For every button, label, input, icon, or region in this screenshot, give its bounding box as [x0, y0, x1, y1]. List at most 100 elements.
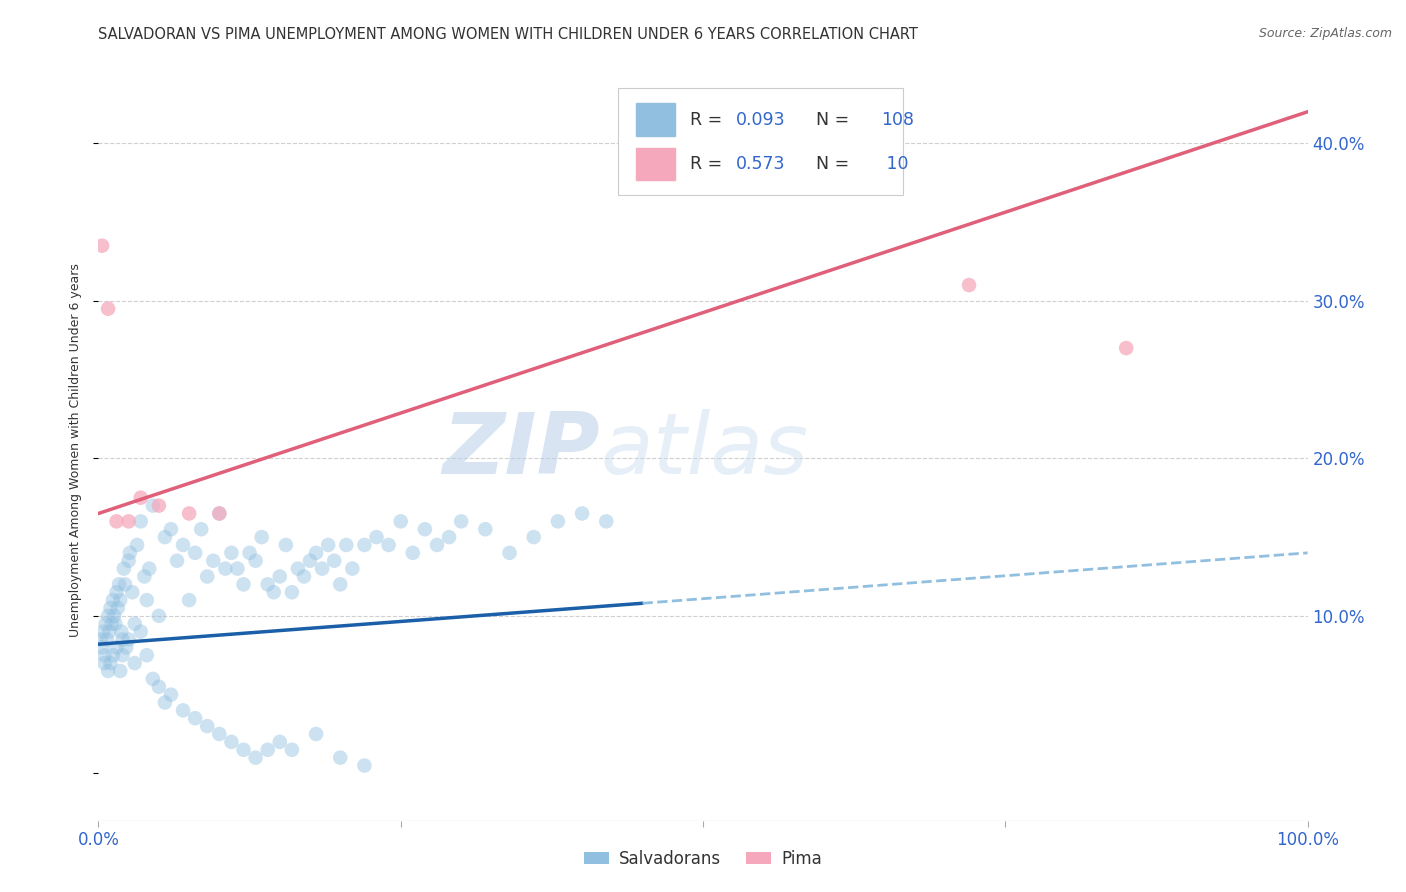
- Point: [104, 616, 127, 631]
- Point: [138, 561, 160, 575]
- Point: [256, 577, 278, 591]
- Point: [101, 593, 124, 607]
- Point: [329, 750, 352, 764]
- Point: [299, 554, 322, 568]
- Point: [595, 514, 617, 528]
- Point: [96, 632, 118, 647]
- Point: [195, 719, 218, 733]
- Point: [91, 640, 114, 655]
- Point: [129, 514, 152, 528]
- Point: [97, 664, 120, 678]
- Point: [124, 616, 146, 631]
- Point: [111, 648, 134, 663]
- Text: 0.573: 0.573: [735, 155, 785, 173]
- Point: [342, 561, 364, 575]
- Point: [91, 238, 114, 252]
- Point: [269, 735, 291, 749]
- Text: atlas: atlas: [600, 409, 808, 492]
- Point: [256, 743, 278, 757]
- Point: [135, 648, 157, 663]
- Point: [108, 664, 131, 678]
- Point: [263, 585, 285, 599]
- Point: [110, 624, 132, 639]
- Point: [389, 514, 412, 528]
- Text: R =: R =: [690, 111, 727, 128]
- Point: [93, 656, 115, 670]
- Point: [100, 656, 122, 670]
- Point: [100, 616, 122, 631]
- Point: [323, 554, 346, 568]
- Point: [100, 601, 122, 615]
- Point: [287, 561, 309, 575]
- Point: [103, 608, 125, 623]
- Point: [107, 601, 129, 615]
- Point: [148, 499, 170, 513]
- Point: [250, 530, 273, 544]
- Point: [97, 608, 120, 623]
- Point: [195, 569, 218, 583]
- Point: [208, 507, 231, 521]
- Point: [202, 554, 225, 568]
- Point: [179, 507, 201, 521]
- Point: [281, 585, 304, 599]
- Point: [118, 554, 141, 568]
- Point: [239, 546, 262, 560]
- Legend: Salvadorans, Pima: Salvadorans, Pima: [578, 844, 828, 875]
- Point: [245, 750, 267, 764]
- Point: [305, 546, 328, 560]
- Point: [413, 522, 436, 536]
- Point: [245, 554, 267, 568]
- Point: [121, 585, 143, 599]
- Point: [305, 727, 328, 741]
- Point: [118, 632, 141, 647]
- Point: [184, 546, 207, 560]
- Point: [134, 569, 156, 583]
- Point: [129, 491, 152, 505]
- Text: ZIP: ZIP: [443, 409, 600, 492]
- Point: [129, 624, 152, 639]
- Point: [135, 593, 157, 607]
- Point: [115, 640, 138, 655]
- Y-axis label: Unemployment Among Women with Children Under 6 years: Unemployment Among Women with Children U…: [69, 263, 83, 638]
- Point: [547, 514, 569, 528]
- Point: [1115, 341, 1137, 355]
- Point: [269, 569, 291, 583]
- Point: [957, 278, 980, 293]
- Point: [353, 758, 375, 772]
- Point: [124, 656, 146, 670]
- Point: [153, 530, 176, 544]
- Point: [114, 577, 136, 591]
- Point: [118, 546, 141, 560]
- Point: [94, 616, 117, 631]
- Point: [232, 743, 254, 757]
- FancyBboxPatch shape: [637, 148, 675, 180]
- Point: [184, 711, 207, 725]
- Point: [112, 561, 135, 575]
- Text: N =: N =: [804, 111, 855, 128]
- Point: [335, 538, 357, 552]
- Point: [91, 624, 114, 639]
- Point: [105, 640, 128, 655]
- Point: [105, 514, 128, 528]
- Point: [172, 703, 194, 717]
- Point: [426, 538, 449, 552]
- Text: 10: 10: [880, 155, 908, 173]
- Point: [221, 546, 243, 560]
- Point: [90, 632, 112, 647]
- Text: SALVADORAN VS PIMA UNEMPLOYMENT AMONG WOMEN WITH CHILDREN UNDER 6 YEARS CORRELAT: SALVADORAN VS PIMA UNEMPLOYMENT AMONG WO…: [98, 27, 918, 42]
- Point: [93, 648, 115, 663]
- Point: [498, 546, 520, 560]
- Point: [316, 538, 339, 552]
- Text: 0.093: 0.093: [735, 111, 786, 128]
- Point: [226, 561, 249, 575]
- Point: [142, 499, 165, 513]
- Point: [111, 632, 134, 647]
- Point: [329, 577, 352, 591]
- Point: [377, 538, 399, 552]
- Text: N =: N =: [804, 155, 855, 173]
- Point: [402, 546, 425, 560]
- Point: [172, 538, 194, 552]
- Point: [108, 577, 131, 591]
- Point: [153, 696, 176, 710]
- Point: [311, 561, 333, 575]
